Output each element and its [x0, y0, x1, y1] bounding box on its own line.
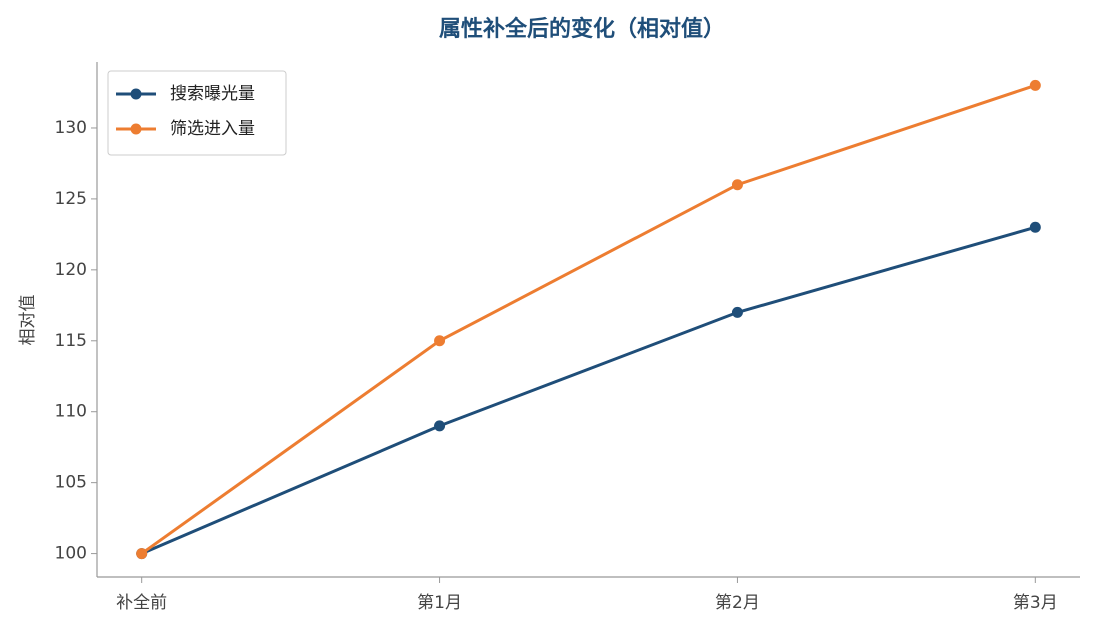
data-point: [434, 420, 446, 432]
legend-label: 搜索曝光量: [170, 84, 255, 104]
data-point: [731, 306, 743, 318]
y-tick-label: 100: [55, 544, 87, 564]
data-point: [1029, 221, 1041, 233]
legend-label: 筛选进入量: [170, 119, 255, 139]
x-tick-label: 第3月: [1013, 593, 1058, 613]
x-tick-label: 补全前: [116, 593, 167, 613]
data-point: [1029, 79, 1041, 91]
y-tick-label: 120: [55, 260, 87, 280]
data-point: [136, 548, 148, 560]
y-tick-label: 105: [55, 473, 87, 493]
x-tick-label: 第1月: [417, 593, 462, 613]
legend-box: [107, 70, 287, 156]
y-axis-label: 相对值: [18, 295, 38, 346]
data-point: [731, 179, 743, 191]
y-tick-label: 130: [55, 118, 87, 138]
y-tick-label: 125: [55, 189, 87, 209]
y-tick-label: 115: [55, 331, 87, 351]
y-tick-label: 110: [55, 402, 87, 422]
chart-title: 属性补全后的变化（相对值）: [439, 16, 725, 42]
series-line: [140, 83, 1036, 555]
data-point: [434, 335, 446, 347]
x-tick-label: 第2月: [715, 593, 760, 613]
series-line: [141, 225, 1036, 555]
legend-marker: [130, 88, 142, 100]
legend-marker: [130, 123, 142, 135]
